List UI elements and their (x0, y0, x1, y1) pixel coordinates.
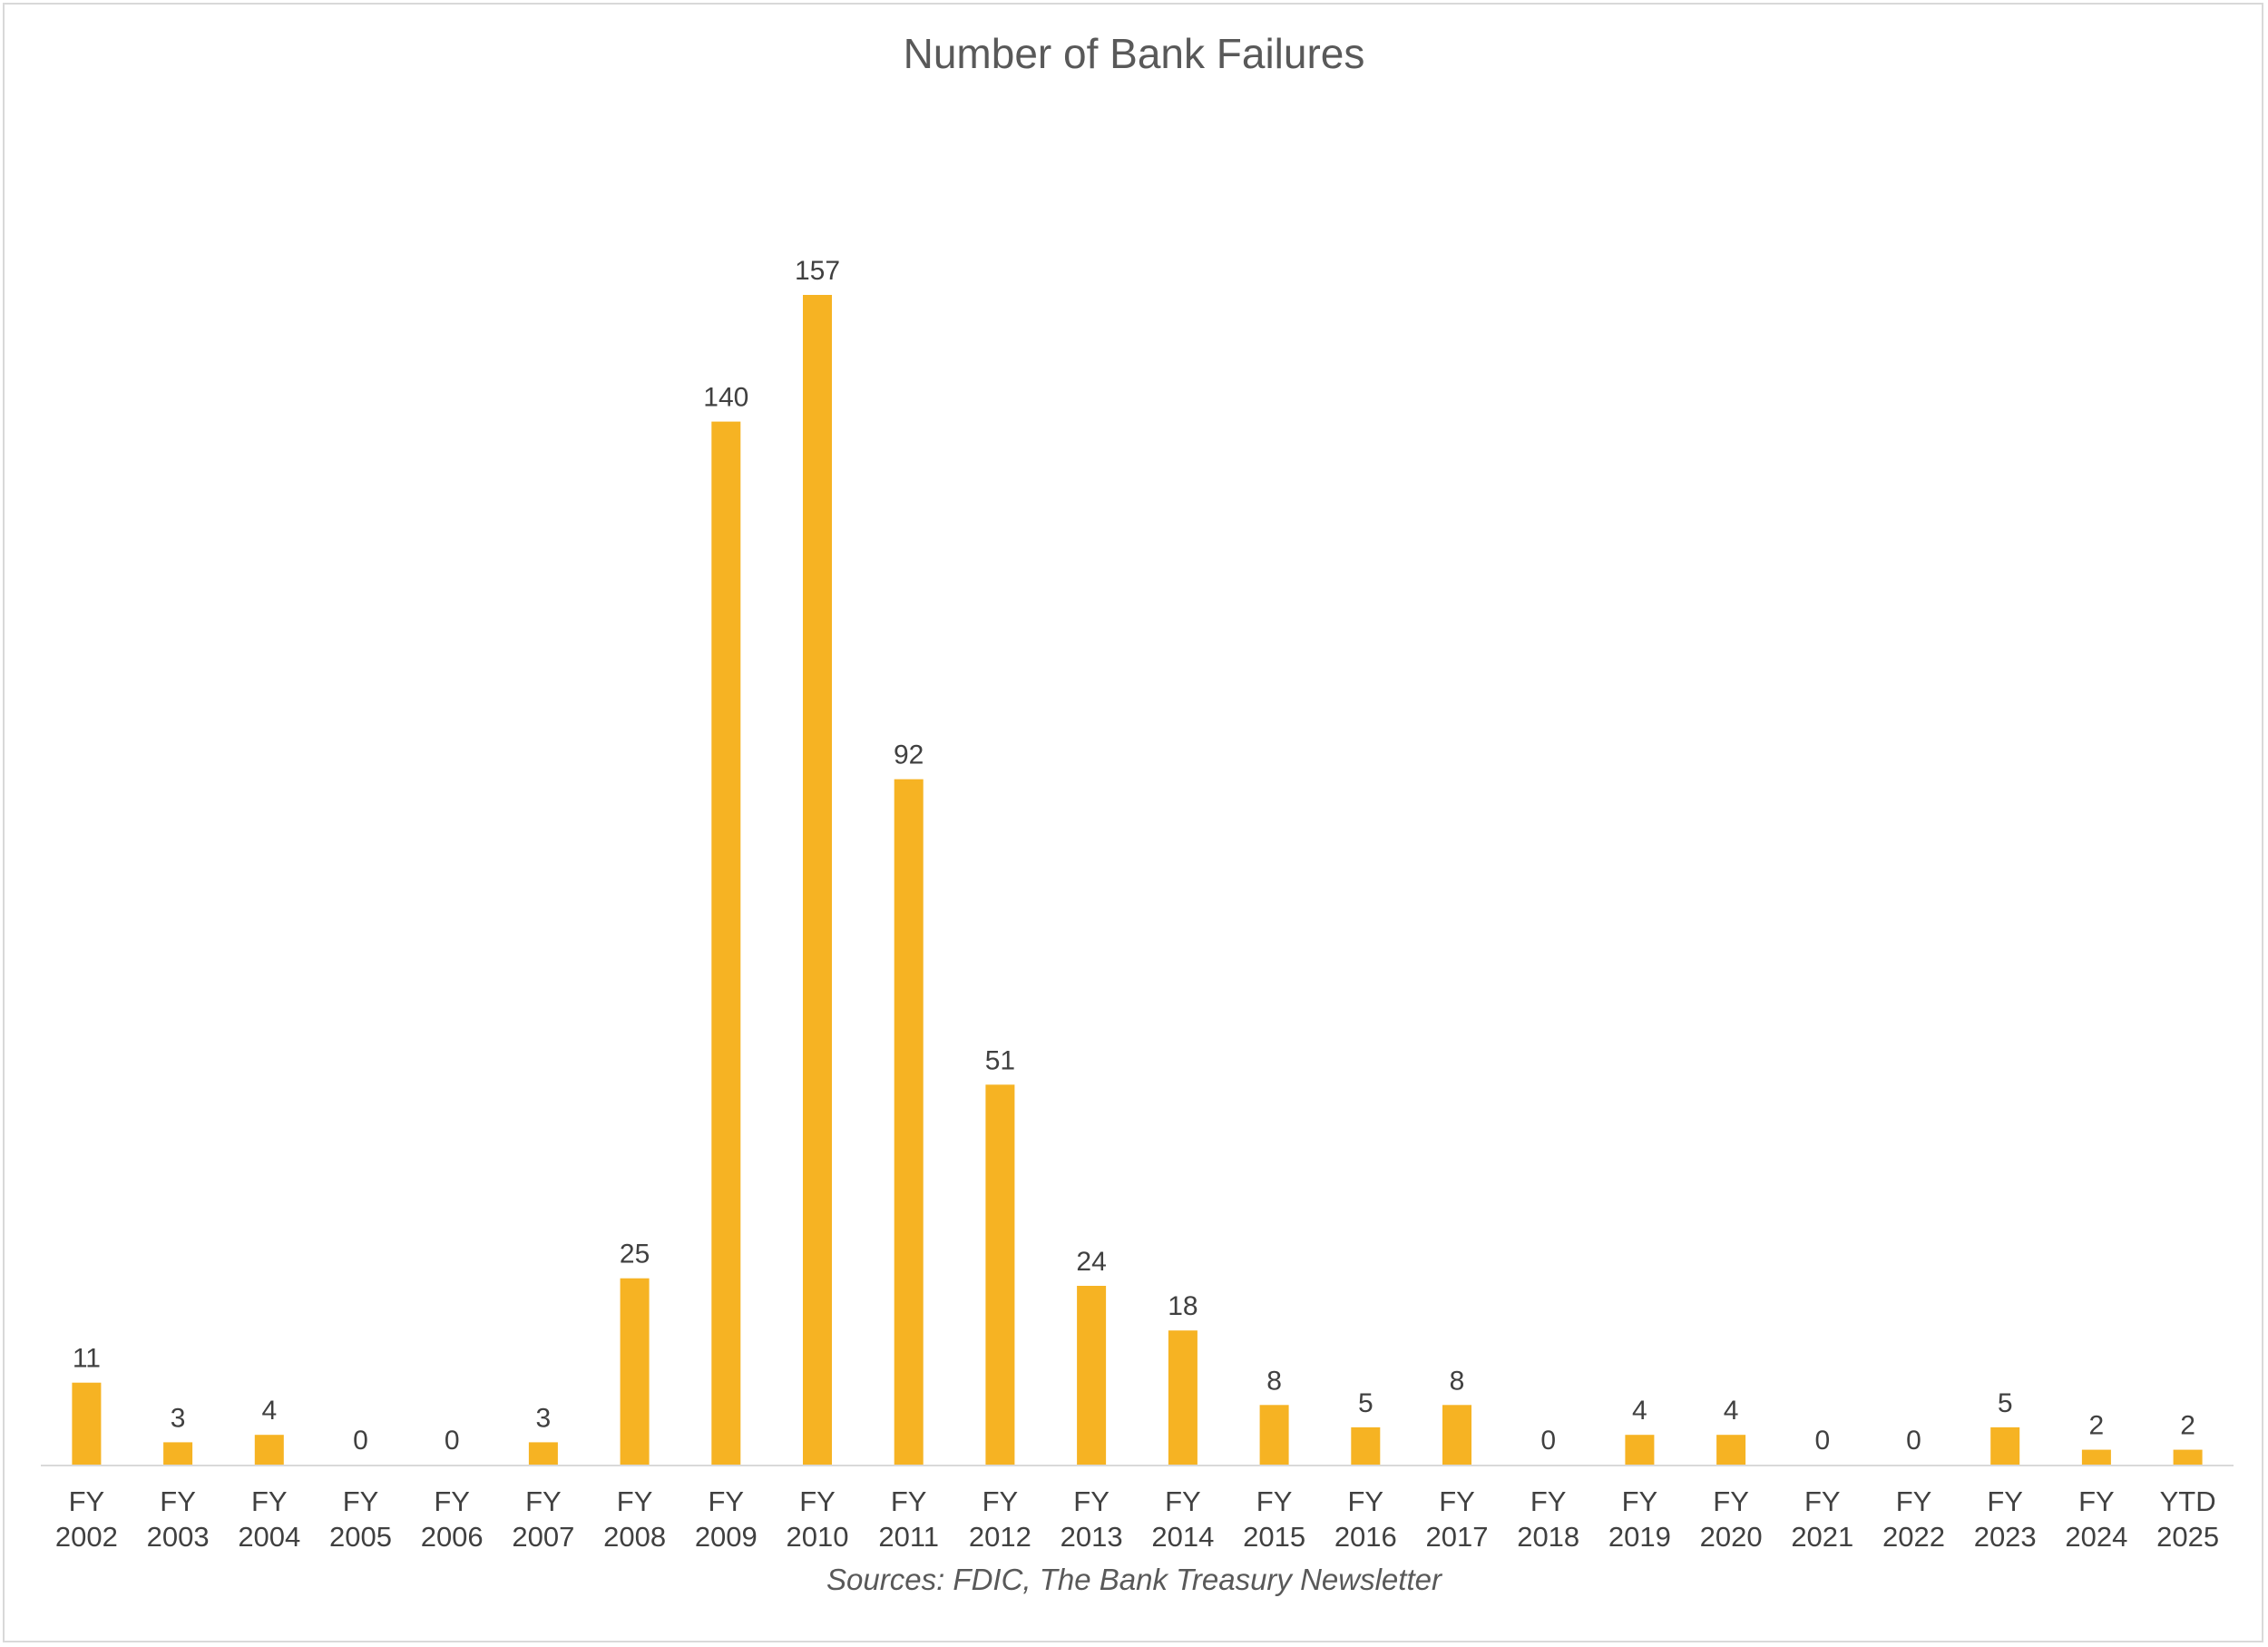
x-tick-label: FY (1256, 1485, 1293, 1517)
data-label: 3 (536, 1403, 552, 1433)
x-tick-label: 2009 (695, 1521, 758, 1553)
x-tick-label: FY (1347, 1485, 1383, 1517)
x-tick-label: FY (69, 1485, 105, 1517)
bar (1990, 1426, 2020, 1465)
data-label: 25 (620, 1240, 650, 1270)
bar (1716, 1435, 1746, 1465)
x-tick-label: 2003 (147, 1521, 210, 1553)
bar (163, 1442, 193, 1465)
x-tick-label: FY (160, 1485, 196, 1517)
x-tick-label: 2007 (512, 1521, 574, 1553)
x-tick-label: FY (343, 1485, 379, 1517)
data-label: 0 (353, 1426, 368, 1456)
x-tick-label: 2018 (1517, 1521, 1579, 1553)
data-label: 4 (1724, 1396, 1739, 1426)
data-label: 4 (261, 1396, 277, 1426)
x-tick-label: 2008 (603, 1521, 666, 1553)
data-label: 0 (1906, 1426, 1921, 1456)
x-tick-label: FY (799, 1485, 836, 1517)
x-tick-label: FY (1073, 1485, 1110, 1517)
data-label: 51 (985, 1045, 1015, 1075)
bar (1442, 1405, 1471, 1465)
data-label: 24 (1076, 1247, 1106, 1277)
x-tick-label: 2015 (1243, 1521, 1305, 1553)
bar (894, 779, 924, 1465)
x-tick-label: FY (1713, 1485, 1749, 1517)
x-tick-label: FY (525, 1485, 562, 1517)
data-label: 2 (2180, 1411, 2195, 1441)
x-tick-label: 2025 (2156, 1521, 2219, 1553)
bar (2173, 1449, 2203, 1465)
x-tick-label: 2022 (1882, 1521, 1945, 1553)
x-tick-label: 2019 (1608, 1521, 1671, 1553)
x-tick-label: 2014 (1151, 1521, 1214, 1553)
bar (620, 1278, 650, 1465)
x-tick-label: 2004 (238, 1521, 300, 1553)
data-label: 3 (171, 1403, 186, 1433)
bar (1351, 1426, 1381, 1465)
data-label: 2 (2089, 1411, 2105, 1441)
data-label: 18 (1168, 1291, 1198, 1321)
x-tick-label: FY (1987, 1485, 2023, 1517)
data-label: 8 (1266, 1366, 1282, 1396)
bar (1168, 1330, 1198, 1465)
bar (803, 295, 832, 1465)
x-tick-label: 2024 (2065, 1521, 2127, 1553)
x-tick-label: FY (1530, 1485, 1567, 1517)
x-tick-label: 2010 (787, 1521, 849, 1553)
x-tick-label: 2012 (969, 1521, 1031, 1553)
x-tick-label: FY (1896, 1485, 1932, 1517)
chart-frame (3, 3, 2263, 1642)
x-tick-label: FY (982, 1485, 1019, 1517)
x-tick-label: FY (617, 1485, 653, 1517)
bar (72, 1382, 102, 1465)
data-label: 92 (894, 740, 924, 770)
x-tick-label: 2016 (1334, 1521, 1397, 1553)
x-tick-label: FY (1165, 1485, 1201, 1517)
x-tick-label: FY (1804, 1485, 1841, 1517)
data-label: 157 (795, 256, 840, 286)
x-tick-label: 2002 (55, 1521, 118, 1553)
x-tick-label: FY (2078, 1485, 2115, 1517)
data-label: 8 (1450, 1366, 1465, 1396)
data-label: 0 (1540, 1426, 1556, 1456)
x-tick-label: FY (1439, 1485, 1475, 1517)
bar (1077, 1286, 1107, 1465)
data-label: 11 (73, 1344, 101, 1374)
x-tick-label: YTD (2160, 1485, 2216, 1517)
bar (1259, 1405, 1289, 1465)
data-label: 5 (1358, 1388, 1374, 1418)
bar (2081, 1449, 2111, 1465)
x-tick-label: 2021 (1791, 1521, 1853, 1553)
bar (1625, 1435, 1655, 1465)
x-tick-label: 2023 (1974, 1521, 2037, 1553)
x-tick-label: 2020 (1700, 1521, 1763, 1553)
x-tick-label: FY (1622, 1485, 1658, 1517)
x-tick-label: FY (251, 1485, 288, 1517)
x-tick-label: 2017 (1426, 1521, 1489, 1553)
data-label: 0 (1814, 1426, 1830, 1456)
x-tick-label: 2013 (1061, 1521, 1123, 1553)
data-label: 4 (1632, 1396, 1647, 1426)
bar (254, 1435, 284, 1465)
bar (985, 1084, 1015, 1465)
bar (711, 421, 741, 1466)
x-tick-label: FY (891, 1485, 927, 1517)
data-label: 140 (703, 383, 748, 413)
x-tick-label: 2005 (329, 1521, 392, 1553)
data-label: 0 (445, 1426, 460, 1456)
data-label: 5 (1998, 1388, 2013, 1418)
bar (528, 1442, 558, 1465)
chart-title: Number of Bank Failures (903, 30, 1365, 77)
source-note: Sources: FDIC, The Bank Treasury Newslet… (826, 1563, 1442, 1596)
x-tick-label: 2011 (878, 1521, 939, 1553)
x-tick-label: 2006 (421, 1521, 484, 1553)
x-tick-label: FY (434, 1485, 470, 1517)
x-tick-label: FY (708, 1485, 744, 1517)
